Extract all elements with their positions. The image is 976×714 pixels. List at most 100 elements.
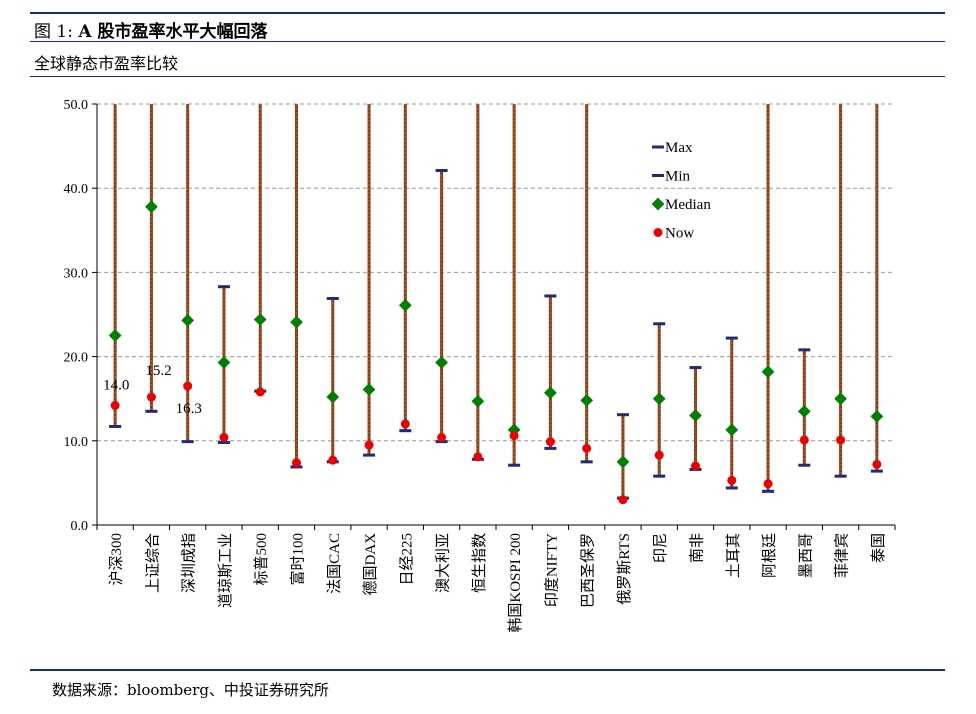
figure-number: 图 1: [34,22,73,42]
min-marker [870,469,883,473]
max-marker [725,336,738,340]
min-marker [798,463,811,467]
now-marker [146,392,156,402]
y-tick-label: 20.0 [64,351,89,366]
max-marker [798,348,811,352]
grid-layer [97,103,895,442]
y-tick-label: 50.0 [64,98,89,113]
legend-swatch-min [652,174,664,177]
median-marker [435,356,448,369]
figure-subtitle: 全球静态市盈率比较 [34,54,179,73]
legend-label-median: Median [665,197,711,213]
now-marker [727,475,737,485]
x-category-label: 韩国KOSPI 200 [507,533,524,633]
now-marker [292,458,301,468]
labels-layer: 14.0 15.2 16.3 [103,363,202,417]
x-category-label: 德国DAX [361,533,379,596]
now-marker [400,419,410,429]
max-marker [616,413,629,417]
now-marker [872,459,882,469]
x-category-label: 南非 [689,533,706,563]
subtitle-rule [30,76,945,77]
median-marker [181,314,195,327]
x-category-label: 墨西哥 [798,533,814,578]
figure-title: 图 1: A 股市盈率水平大幅回落 [34,17,267,42]
min-marker [217,440,230,444]
x-category-label: 印尼 [652,533,669,563]
min-marker [653,474,666,478]
legend-swatch-max [652,145,664,149]
x-category-label: 俄罗斯RTS [616,533,633,605]
max-marker [653,322,666,326]
max-marker [544,294,557,298]
median-marker [362,383,376,396]
now-marker [582,443,592,453]
x-category-label: 道琼斯工业 [217,533,234,608]
median-marker [253,313,267,326]
now-marker [219,432,229,442]
now-marker [509,431,519,441]
top-rule [30,12,945,14]
now-marker [183,381,193,391]
median-marker [689,409,702,422]
median-marker [145,200,158,214]
legend-label-now: Now [665,226,694,242]
now-marker [836,435,846,445]
legend-label-min: Min [665,169,691,185]
median-marker [652,392,666,406]
now-marker [763,479,773,489]
ranges-layer [113,104,879,499]
max-marker [326,297,339,301]
now-value-annotation: 16.3 [176,401,202,417]
x-category-label: 印度NIFTY [543,533,560,607]
x-category-label: 富时100 [289,533,307,586]
legend: Max Min Median Now [651,140,711,242]
axis-layer: 0.0 10.0 20.0 30.0 40.0 50.0 沪深300 上证综合 深圳成指 道琼斯工… [64,98,896,633]
x-category-label: 标普500 [253,533,270,586]
x-category-label: 土耳其 [725,533,742,578]
min-marker [181,440,194,444]
y-tick-label: 10.0 [64,435,89,450]
median-marker [580,394,594,407]
min-marker [109,424,122,428]
now-marker [110,400,120,410]
figure-title-text: A 股市盈率水平大幅回落 [78,22,268,42]
x-category-label: 巴西圣保罗 [580,533,597,608]
now-marker [255,387,265,397]
now-marker [654,450,664,460]
now-marker [328,455,338,465]
median-marker [725,423,739,437]
now-value-annotation: 14.0 [103,377,129,393]
now-marker [545,437,555,447]
x-category-label: 沪深300 [108,533,125,586]
x-category-label: 日经225 [398,533,415,586]
min-marker [363,453,376,457]
min-marker [834,474,847,478]
median-marker [797,404,811,418]
now-marker [364,440,374,450]
now-marker [691,461,700,471]
y-tick-label: 40.0 [64,182,89,197]
max-marker [435,169,448,173]
min-marker [580,460,593,464]
x-category-label: 菲律宾 [834,533,851,578]
median-marker [108,329,122,342]
y-tick-label: 30.0 [64,266,89,281]
title-rule [30,41,945,42]
min-marker [508,463,521,467]
bottom-rule [30,669,945,671]
source-note: 数据来源：bloomberg、中投证券研究所 [52,681,329,699]
median-marker [217,356,231,369]
now-marker [618,495,628,505]
median-marker [761,365,775,379]
median-marker [616,455,630,469]
legend-swatch-median [651,197,665,211]
median-marker [290,315,303,329]
legend-swatch-now [653,228,663,237]
now-marker [799,435,809,445]
x-category-label: 阿根廷 [761,533,778,578]
x-category-label: 泰国 [870,533,887,563]
median-marker [544,386,557,400]
median-marker [834,392,847,406]
